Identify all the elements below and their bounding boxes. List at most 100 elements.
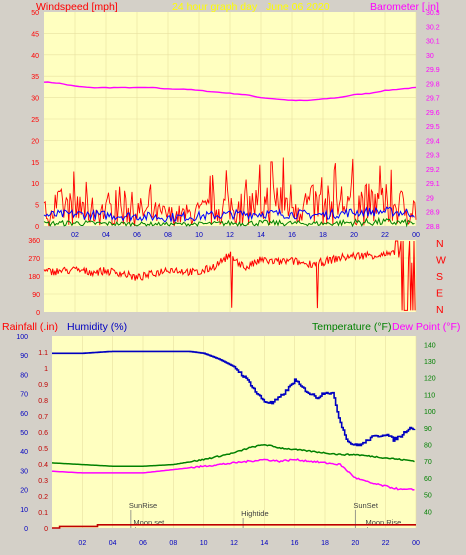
- temperature-line: [51, 444, 415, 467]
- wind-series: [43, 81, 417, 228]
- barometer-y-tick-label: 29.9: [426, 67, 440, 74]
- rainfall-y-tick-label: 0.2: [38, 494, 48, 501]
- humidity-y-tick-label: 100: [16, 334, 28, 341]
- gust-line: [43, 157, 417, 227]
- barometer-y-tick-label: 30: [426, 53, 434, 60]
- dewpoint-axis-title: Dew Point (°F): [392, 321, 460, 333]
- annotation-label: SunSet: [353, 501, 379, 510]
- humidity-axis-title: Humidity (%): [67, 321, 127, 333]
- wind-y-tick-label: 50: [31, 10, 39, 17]
- barometer-line: [43, 81, 417, 102]
- wind-x-tick-label: 10: [195, 232, 203, 239]
- barometer-axis-title: Barometer [.in]: [370, 1, 439, 13]
- temperature-y-tick-label: 130: [424, 359, 436, 366]
- barometer-y-tick-label: 30.1: [426, 39, 440, 46]
- rainfall-y-tick-label: 1: [44, 366, 48, 373]
- climate-series: [51, 350, 416, 529]
- compass-label: N: [436, 304, 444, 316]
- direction-series: [43, 240, 416, 311]
- barometer-y-tick-label: 29.4: [426, 138, 440, 145]
- climate-x-tick-label: 14: [260, 540, 268, 547]
- rainfall-y-tick-label: 0.1: [38, 510, 48, 517]
- humidity-y-tick-label: 90: [20, 353, 28, 360]
- temperature-y-tick-label: 70: [424, 459, 432, 466]
- wind-x-tick-label: 18: [319, 232, 327, 239]
- rainfall-y-ticks: 0 0.1 0.2 0.3 0.4 0.5 0.6 0.7 0.8 0.9 1 1.1: [38, 350, 48, 533]
- wind-y-tick-label: 25: [31, 117, 39, 124]
- wind-direction-line: [43, 240, 416, 311]
- annotation-label: Moon set: [133, 518, 165, 527]
- wind-x-tick-label: 14: [257, 232, 265, 239]
- wind-y-tick-label: 40: [31, 53, 39, 60]
- wind-x-tick-label: 16: [288, 232, 296, 239]
- rainfall-y-tick-label: 0.8: [38, 398, 48, 405]
- temperature-y-tick-label: 140: [424, 342, 436, 349]
- annotation-label: Moon Rise: [365, 518, 401, 527]
- average-wind-line: [43, 206, 415, 223]
- wind-x-ticks: 02 04 06 08 10 12 14 16 18 20 22 00: [71, 232, 420, 239]
- temperature-y-tick-label: 40: [424, 509, 432, 516]
- rainfall-y-tick-label: 0.9: [38, 382, 48, 389]
- barometer-y-tick-label: 29: [426, 195, 434, 202]
- humidity-y-tick-label: 70: [20, 392, 28, 399]
- wind-x-tick-label: 12: [226, 232, 234, 239]
- rainfall-y-tick-label: 0.6: [38, 430, 48, 437]
- wind-x-tick-label: 08: [164, 232, 172, 239]
- barometer-y-tick-label: 29.2: [426, 167, 440, 174]
- temperature-y-ticks: 40 50 60 70 80 90 100 110 120 130 140: [424, 342, 436, 516]
- direction-y-ticks: 0 90 180 270 360: [28, 238, 40, 317]
- wind-x-tick-label: 00: [412, 232, 420, 239]
- wind-y-tick-label: 35: [31, 74, 39, 81]
- climate-x-tick-label: 22: [382, 540, 390, 547]
- humidity-y-tick-label: 10: [20, 507, 28, 514]
- humidity-y-tick-label: 40: [20, 449, 28, 456]
- rainfall-line: [52, 523, 416, 529]
- direction-grid: [44, 240, 417, 312]
- climate-x-tick-label: 10: [200, 540, 208, 547]
- wind-y-tick-label: 30: [31, 96, 39, 103]
- barometer-y-tick-label: 29.6: [426, 110, 440, 117]
- barometer-y-tick-label: 29.3: [426, 153, 440, 160]
- climate-x-tick-label: 02: [78, 540, 86, 547]
- humidity-y-tick-label: 20: [20, 488, 28, 495]
- direction-y-tick-label: 90: [32, 292, 40, 299]
- direction-y-tick-label: 180: [28, 274, 40, 281]
- climate-x-tick-label: 16: [291, 540, 299, 547]
- barometer-y-ticks: 28.8 28.9 29 29.1 29.2 29.3 29.4 29.5 29.6 29.7 29…: [426, 10, 440, 231]
- temperature-y-tick-label: 60: [424, 476, 432, 483]
- humidity-y-tick-label: 80: [20, 372, 28, 379]
- climate-x-ticks: 02 04 06 08 10 12 14 16 18 20 22 00: [78, 540, 420, 547]
- wind-y-tick-label: 20: [31, 138, 39, 145]
- humidity-line: [52, 350, 416, 447]
- temperature-y-tick-label: 90: [424, 426, 432, 433]
- annotation-label: Hightide: [241, 509, 269, 518]
- climate-x-tick-label: 20: [351, 540, 359, 547]
- wind-x-tick-label: 06: [133, 232, 141, 239]
- minimum-wind-line: [43, 216, 415, 228]
- wind-y-tick-label: 10: [31, 181, 39, 188]
- wind-axis-title: Windspeed [mph]: [36, 1, 118, 13]
- temperature-y-tick-label: 110: [424, 392, 435, 399]
- rainfall-y-tick-label: 0.4: [38, 462, 48, 469]
- barometer-y-tick-label: 28.8: [426, 224, 440, 231]
- compass-label: S: [436, 271, 443, 283]
- rainfall-y-tick-label: 1.1: [38, 350, 48, 357]
- wind-y-tick-label: 45: [31, 31, 39, 38]
- humidity-y-tick-label: 50: [20, 430, 28, 437]
- compass-label: W: [436, 255, 446, 267]
- wind-x-tick-label: 22: [381, 232, 389, 239]
- compass-label: N: [436, 238, 444, 250]
- climate-x-tick-label: 12: [230, 540, 238, 547]
- rainfall-y-tick-label: 0.7: [38, 414, 48, 421]
- wind-y-tick-label: 15: [31, 160, 39, 167]
- climate-x-tick-label: 08: [169, 540, 177, 547]
- rainfall-y-tick-label: 0.5: [38, 446, 48, 453]
- climate-grid: [82, 336, 417, 528]
- barometer-y-tick-label: 29.1: [426, 181, 440, 188]
- temperature-axis-title: Temperature (°F): [312, 321, 391, 333]
- barometer-y-tick-label: 30.3: [426, 10, 440, 17]
- temperature-y-tick-label: 80: [424, 443, 432, 450]
- direction-y-tick-label: 0: [36, 310, 40, 317]
- barometer-y-tick-label: 29.7: [426, 96, 440, 103]
